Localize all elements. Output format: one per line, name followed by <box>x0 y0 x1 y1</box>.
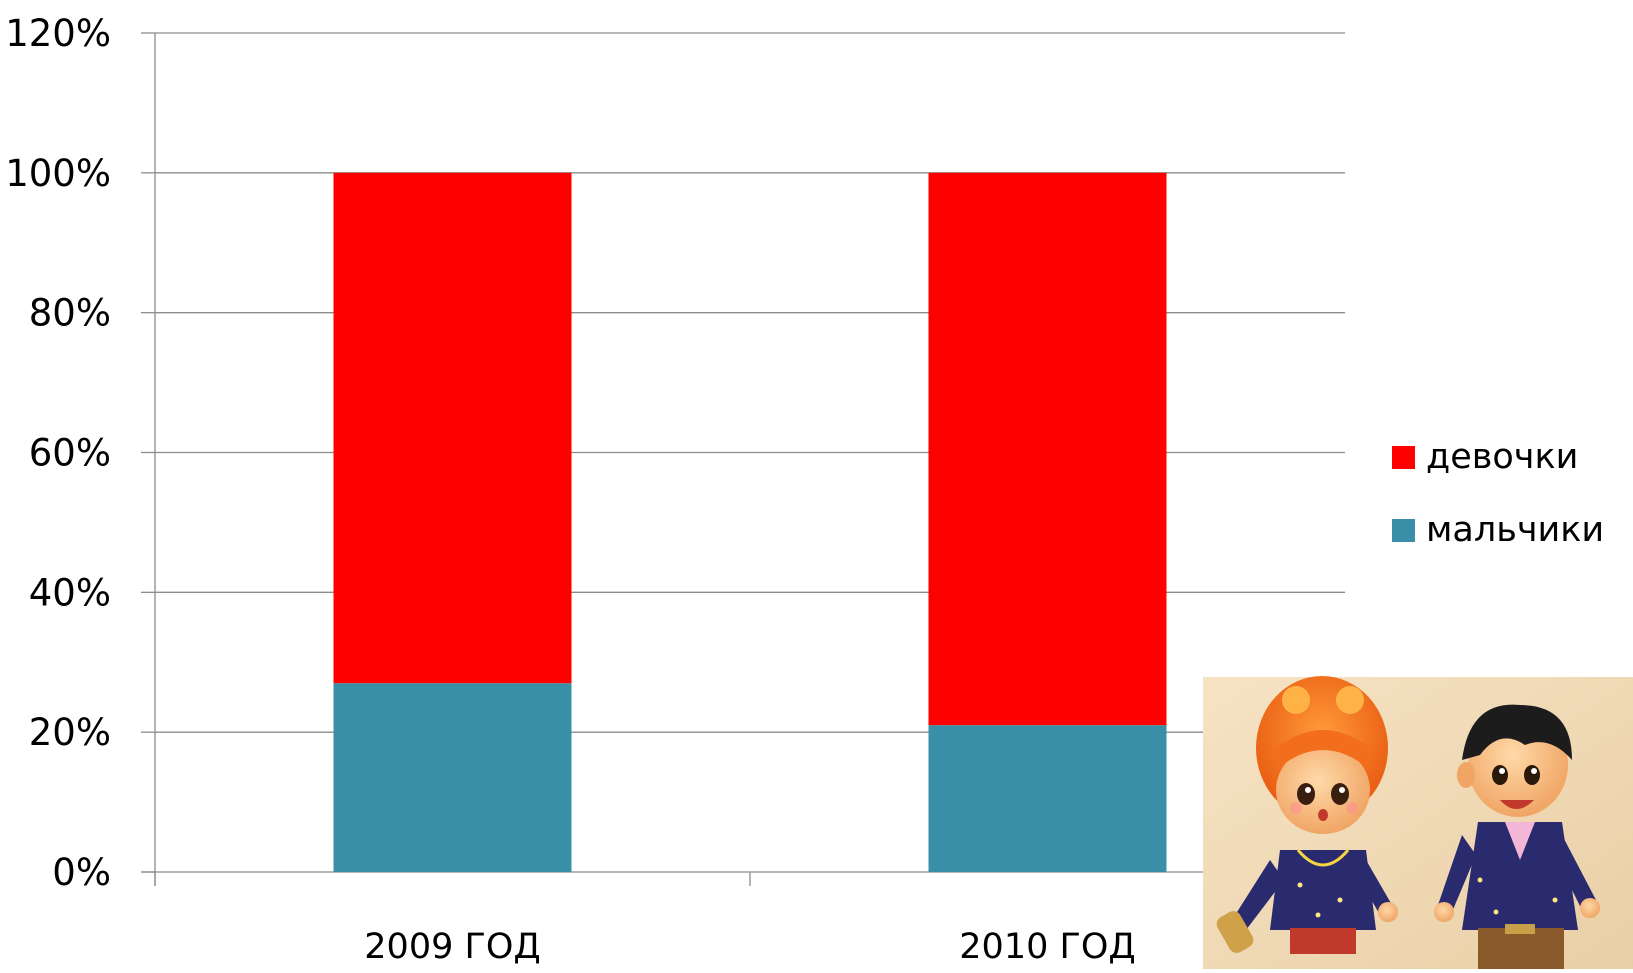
x-category-label: 2010 ГОД <box>959 927 1135 967</box>
cartoon-kids-picture <box>1203 676 1633 969</box>
bar-segment <box>333 172 572 684</box>
legend: девочки мальчики <box>1392 437 1604 550</box>
y-tick-label: 20% <box>29 711 111 754</box>
legend-label: мальчики <box>1426 510 1604 550</box>
y-tick-label: 120% <box>5 12 111 55</box>
y-tick-label: 0% <box>52 851 111 894</box>
girl-figure <box>1216 676 1398 954</box>
bar-segment <box>928 172 1167 726</box>
legend-swatch <box>1392 519 1415 542</box>
y-tick-label: 60% <box>29 432 111 475</box>
legend-swatch <box>1392 446 1415 469</box>
bars <box>333 172 1167 872</box>
y-tick-label: 80% <box>29 292 111 335</box>
y-tick-label: 100% <box>5 152 111 195</box>
y-tick-label: 40% <box>29 571 111 614</box>
x-category-label: 2009 ГОД <box>364 927 540 967</box>
legend-label: девочки <box>1426 437 1578 477</box>
axis-labels: 0% 20% 40% 60% 80% 100% 120% 2009 ГОД 2010 ГОД <box>5 12 1136 967</box>
boy-figure <box>1434 704 1600 969</box>
bar-segment <box>333 683 572 872</box>
bar-segment <box>928 725 1167 872</box>
